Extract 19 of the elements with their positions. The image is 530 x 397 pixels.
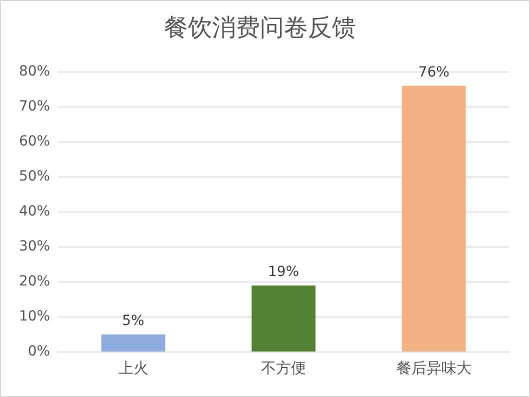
- y-tick-label: 40%: [18, 204, 50, 220]
- x-tick-label: 上火: [118, 358, 148, 377]
- y-tick-label: 10%: [18, 308, 50, 325]
- bar: [252, 285, 316, 352]
- y-tick-label: 20%: [18, 274, 50, 290]
- y-tick-label: 80%: [18, 63, 50, 80]
- x-tick-label: 餐后异味大: [396, 358, 472, 377]
- x-tick-label: 不方便: [261, 358, 306, 377]
- data-label: 19%: [268, 264, 300, 280]
- y-tick-label: 70%: [18, 98, 50, 114]
- y-tick-label: 30%: [18, 238, 50, 255]
- chart-title: 餐饮消费问卷反馈: [164, 14, 356, 42]
- data-label: 76%: [418, 64, 450, 80]
- data-label: 5%: [122, 313, 144, 330]
- y-tick-label: 0%: [28, 344, 50, 360]
- bar: [402, 86, 466, 352]
- bar: [101, 334, 166, 352]
- y-tick-label: 60%: [18, 133, 50, 150]
- y-tick-label: 50%: [18, 168, 50, 185]
